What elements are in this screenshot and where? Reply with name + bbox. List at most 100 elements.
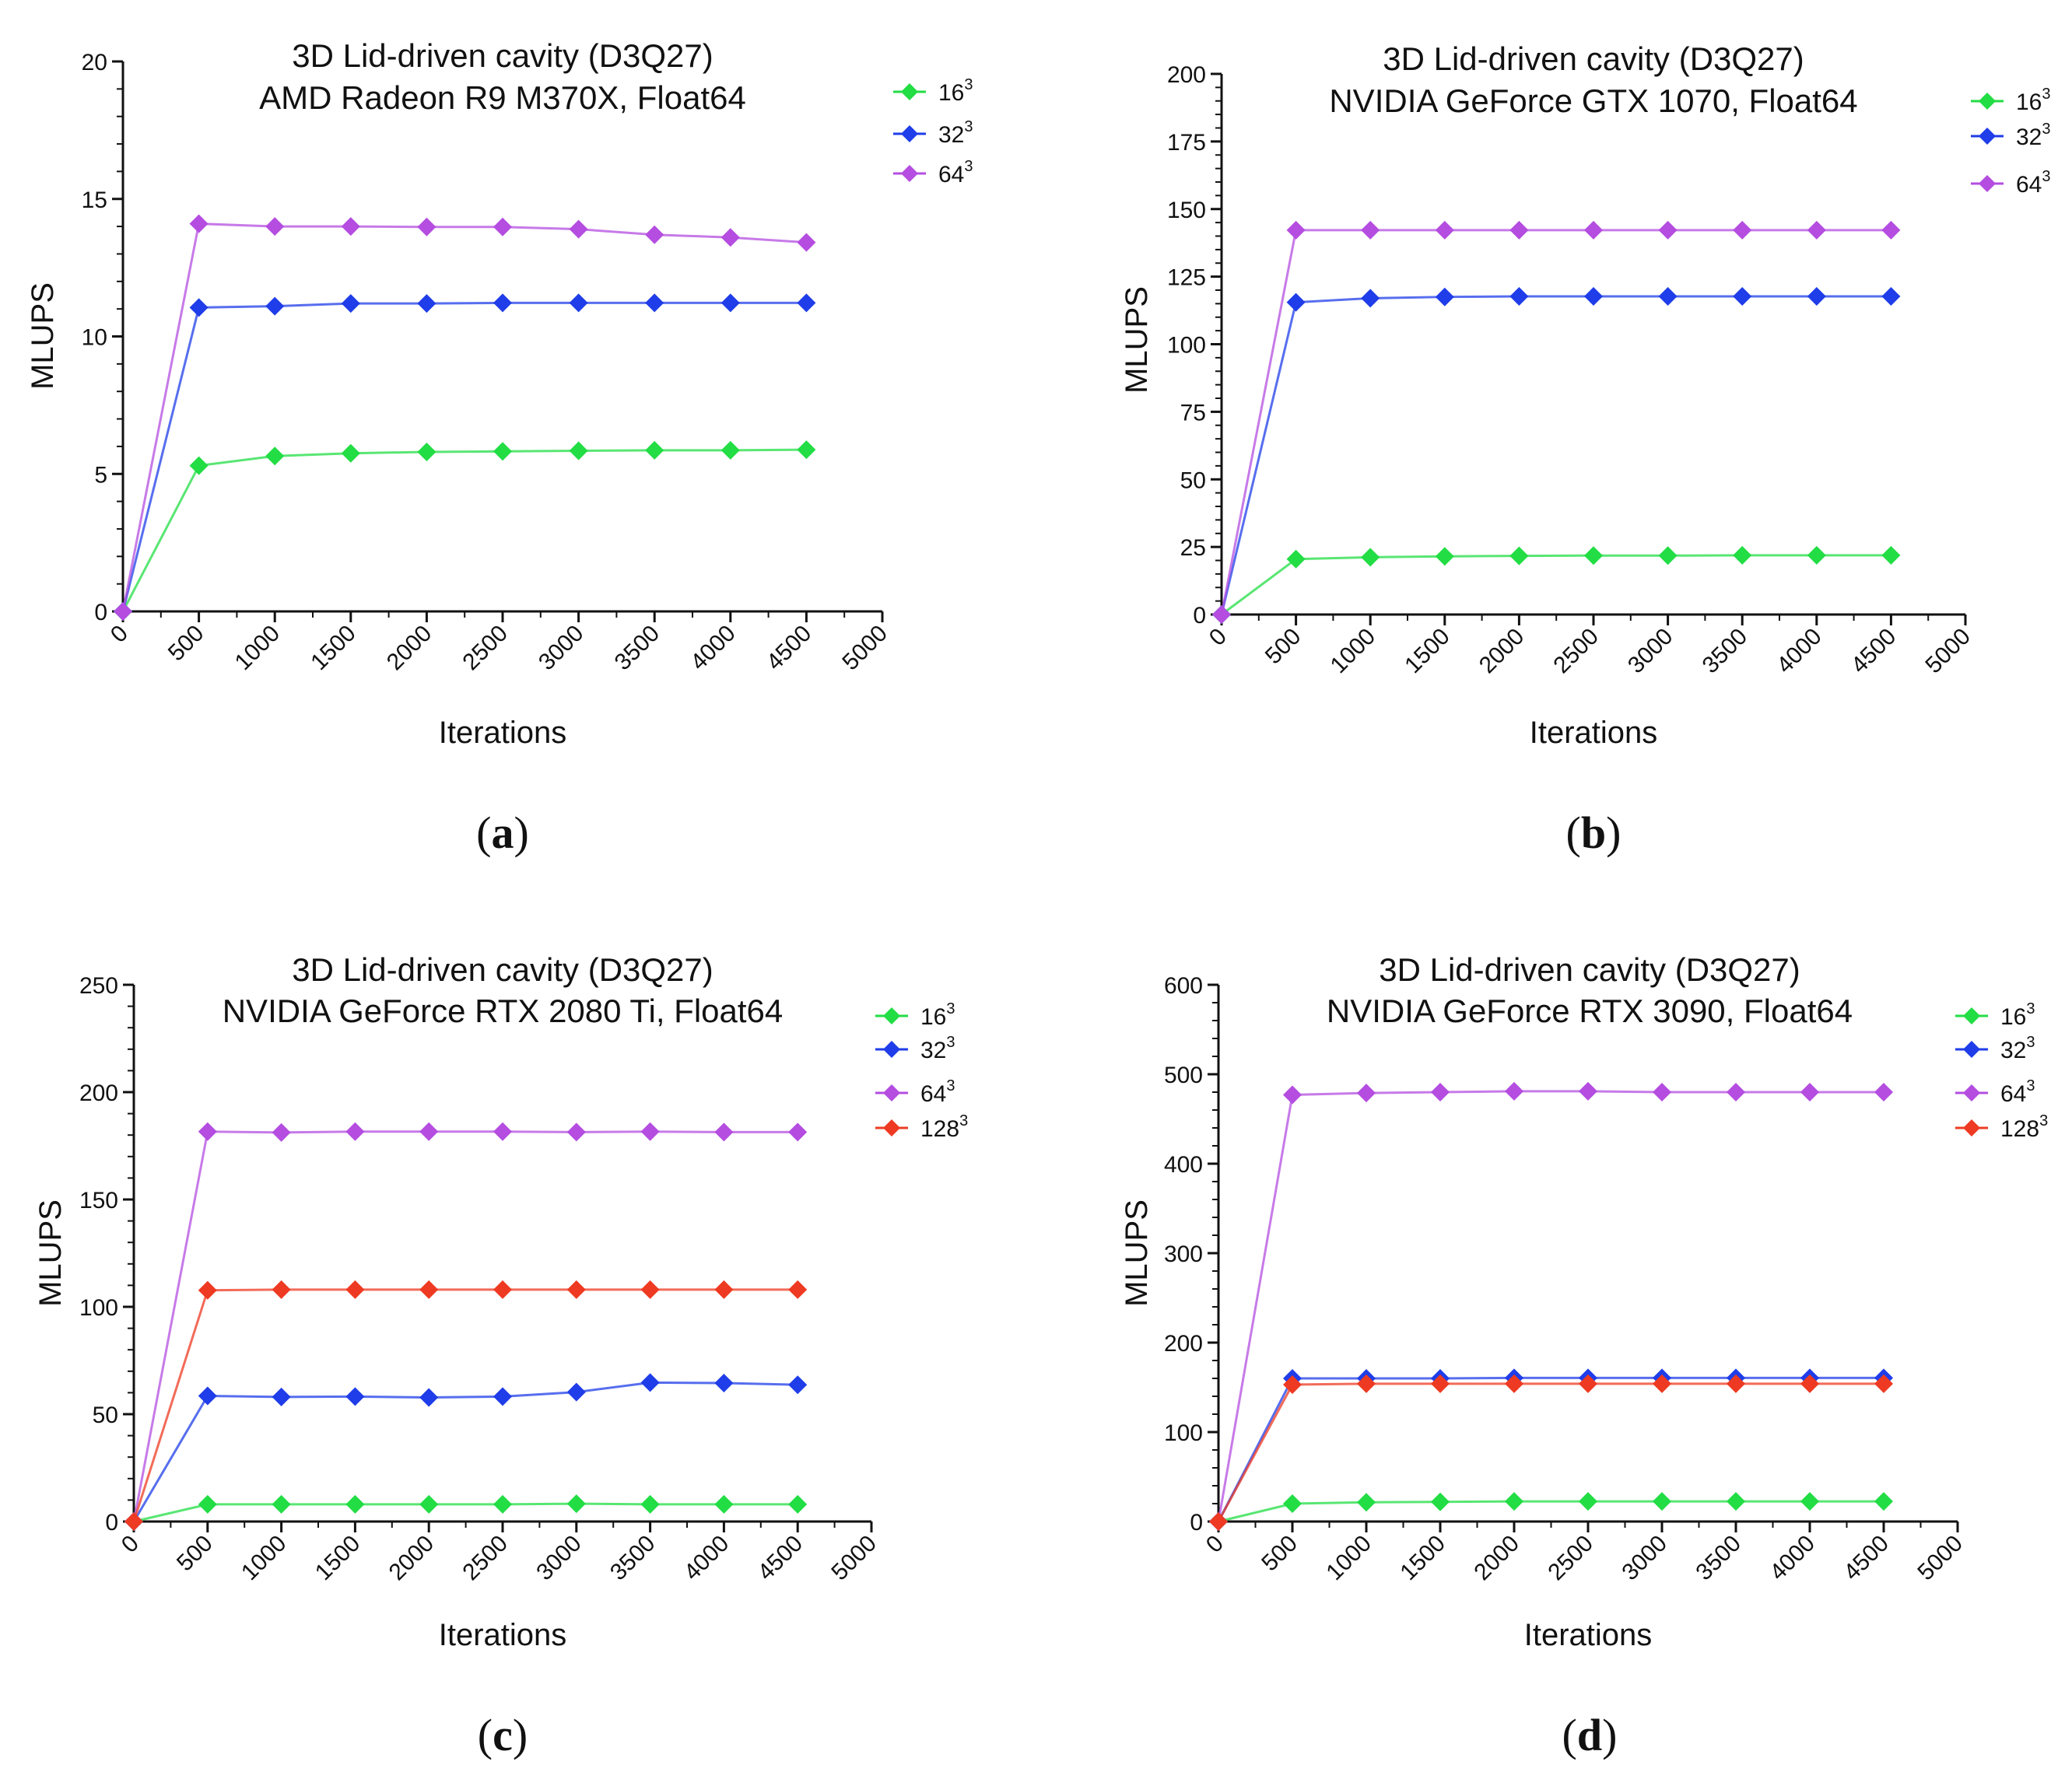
legend-marker <box>901 125 918 142</box>
data-point <box>797 233 816 252</box>
x-tick-label: 4000 <box>685 621 741 676</box>
series-line <box>121 301 807 612</box>
data-point <box>345 1280 365 1299</box>
y-tick-label: 20 <box>82 50 107 75</box>
data-point <box>419 1494 439 1514</box>
series-line <box>132 1130 798 1522</box>
data-point <box>345 1122 365 1141</box>
legend-marker <box>1963 1119 1980 1136</box>
data-point <box>419 1122 439 1141</box>
y-tick-label: 0 <box>1190 1510 1203 1536</box>
x-tick-label: 4500 <box>762 621 817 676</box>
panel-caption: (a) <box>476 807 529 858</box>
data-point <box>1807 286 1826 306</box>
series-line <box>1217 1376 1884 1522</box>
series-line <box>132 1381 798 1522</box>
data-point <box>788 1494 808 1514</box>
y-axis-label: MLUPS <box>1120 1199 1154 1307</box>
data-point <box>345 1494 365 1514</box>
data-point <box>341 443 360 463</box>
y-axis-label: MLUPS <box>33 1199 68 1307</box>
legend-marker <box>1963 1007 1980 1024</box>
data-point <box>493 442 512 461</box>
data-point <box>1505 1374 1523 1393</box>
y-tick-label: 25 <box>1180 535 1206 561</box>
y-tick-label: 400 <box>1164 1152 1203 1178</box>
legend-marker <box>1979 93 1996 110</box>
data-point <box>198 1280 217 1300</box>
y-tick-label: 5 <box>94 462 107 488</box>
data-point <box>265 217 285 236</box>
legend-entry-32: 323 <box>875 1034 955 1063</box>
data-point <box>640 1122 660 1141</box>
y-tick-label: 150 <box>1167 198 1206 223</box>
x-tick-label: 3500 <box>610 621 665 676</box>
data-point <box>1361 548 1380 567</box>
data-point <box>1727 1492 1745 1511</box>
series-64-cubed <box>124 1122 808 1531</box>
legend-entry-32: 323 <box>893 118 973 148</box>
data-point <box>272 1494 291 1514</box>
data-point <box>419 1280 439 1299</box>
data-point <box>1881 286 1901 306</box>
data-point <box>1874 1492 1893 1511</box>
x-tick-label: 2500 <box>458 621 513 676</box>
legend-entry-64: 643 <box>1971 168 2051 198</box>
legend-label: 643 <box>2016 168 2051 198</box>
y-tick-label: 250 <box>79 973 118 999</box>
data-point <box>1874 1083 1893 1101</box>
series-32-cubed <box>1209 1368 1893 1531</box>
x-axis-label: Iterations <box>1530 716 1658 750</box>
legend-entry-128: 1283 <box>875 1112 968 1142</box>
series-line <box>132 1288 798 1522</box>
data-point <box>714 1280 734 1299</box>
data-point <box>1874 1374 1893 1393</box>
y-tick-label: 200 <box>1167 62 1206 88</box>
panel-d: 3D Lid-driven cavity (D3Q27) NVIDIA GeFor… <box>1120 951 2048 1760</box>
series-line <box>1220 229 1891 615</box>
data-point <box>1286 549 1306 569</box>
x-tick-label: 500 <box>163 621 209 667</box>
data-point <box>1357 1084 1376 1103</box>
data-point <box>714 1122 734 1142</box>
series-16-cubed <box>124 1494 808 1531</box>
y-tick-label: 150 <box>79 1188 118 1213</box>
data-point <box>640 1373 660 1392</box>
series-128-cubed <box>1209 1374 1893 1531</box>
data-point <box>198 1386 217 1406</box>
data-point <box>1435 287 1454 306</box>
series-128-cubed <box>124 1280 808 1531</box>
legend-entry-64: 643 <box>875 1077 955 1107</box>
data-point <box>1658 546 1678 566</box>
chart-title-line1: 3D Lid-driven cavity (D3Q27) <box>1383 40 1804 77</box>
y-tick-label: 0 <box>105 1510 118 1536</box>
data-point <box>1435 547 1454 566</box>
legend-label: 643 <box>920 1077 955 1107</box>
legend-marker <box>901 165 918 182</box>
data-point <box>797 440 816 460</box>
series-16-cubed <box>114 440 816 621</box>
x-tick-label: 5000 <box>837 621 892 676</box>
data-point <box>1807 220 1826 240</box>
chart-title-line2: NVIDIA GeForce RTX 3090, Float64 <box>1327 993 1853 1029</box>
data-point <box>1658 220 1678 240</box>
data-point <box>1431 1374 1450 1393</box>
y-axis-label: MLUPS <box>1120 286 1154 394</box>
series-64-cubed <box>114 214 816 621</box>
series-line <box>133 1502 798 1523</box>
data-point <box>493 1387 512 1406</box>
x-tick-label: 500 <box>172 1531 218 1577</box>
chart-title-line1: 3D Lid-driven cavity (D3Q27) <box>1379 951 1800 988</box>
data-point <box>569 441 588 461</box>
legend-marker <box>883 1084 900 1101</box>
data-point <box>640 1494 660 1514</box>
series-line <box>1217 1382 1884 1522</box>
legend-entry-16: 163 <box>875 1000 955 1030</box>
series-line <box>1221 554 1891 616</box>
series-64-cubed <box>1209 1081 1893 1531</box>
y-tick-label: 175 <box>1167 130 1206 156</box>
legend-entry-16: 163 <box>893 76 973 106</box>
data-point <box>788 1122 808 1142</box>
y-tick-label: 200 <box>79 1080 118 1106</box>
legend-marker <box>1979 175 1996 192</box>
